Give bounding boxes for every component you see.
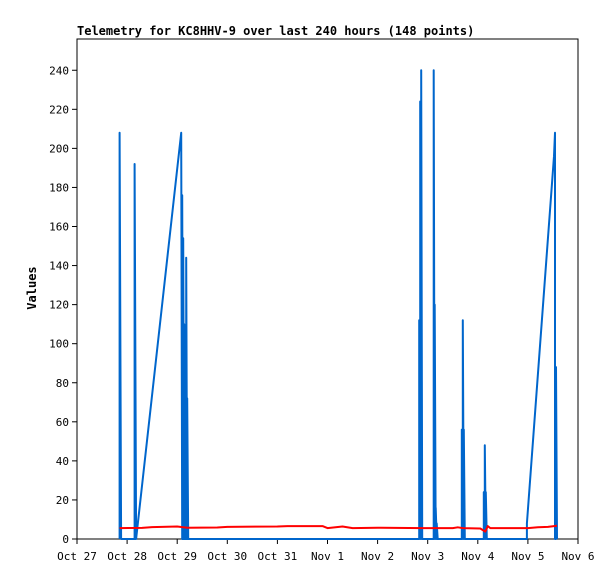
y-tick-label: 20 <box>56 494 69 507</box>
x-tick-label: Oct 31 <box>258 550 298 563</box>
y-axis-label: Values <box>25 266 39 309</box>
series-line-1 <box>118 69 558 540</box>
y-tick-label: 40 <box>56 455 69 468</box>
x-tick-label: Nov 3 <box>411 550 444 563</box>
y-tick-label: 240 <box>49 64 69 77</box>
x-tick-label: Nov 2 <box>361 550 394 563</box>
x-tick-label: Oct 30 <box>207 550 247 563</box>
chart-title: Telemetry for KC8HHV-9 over last 240 hou… <box>77 24 474 38</box>
x-tick-label: Nov 6 <box>561 550 594 563</box>
x-axis: Oct 27 Oct 28 Oct 29 Oct 30 Oct 31 Nov 1 Nov 2… <box>57 539 595 563</box>
x-tick-label: Nov 4 <box>461 550 494 563</box>
y-tick-label: 180 <box>49 181 69 194</box>
x-tick-label: Nov 1 <box>311 550 344 563</box>
y-tick-label: 140 <box>49 260 69 273</box>
y-tick-label: 120 <box>49 299 69 312</box>
x-tick-label: Oct 29 <box>157 550 197 563</box>
series-layer <box>118 69 558 540</box>
x-tick-label: Oct 28 <box>107 550 147 563</box>
y-tick-label: 160 <box>49 221 69 234</box>
y-tick-label: 60 <box>56 416 69 429</box>
x-tick-label: Nov 5 <box>511 550 544 563</box>
series-line-2 <box>119 524 558 533</box>
y-tick-label: 100 <box>49 338 69 351</box>
y-tick-label: 0 <box>62 533 69 546</box>
plot-area-frame <box>76 38 579 540</box>
y-tick-label: 80 <box>56 377 69 390</box>
y-tick-label: 200 <box>49 142 69 155</box>
y-axis: 0 20 40 60 80 100 120 140 160 180 200 220 240 <box>49 64 77 546</box>
x-tick-label: Oct 27 <box>57 550 97 563</box>
y-tick-label: 220 <box>49 103 69 116</box>
